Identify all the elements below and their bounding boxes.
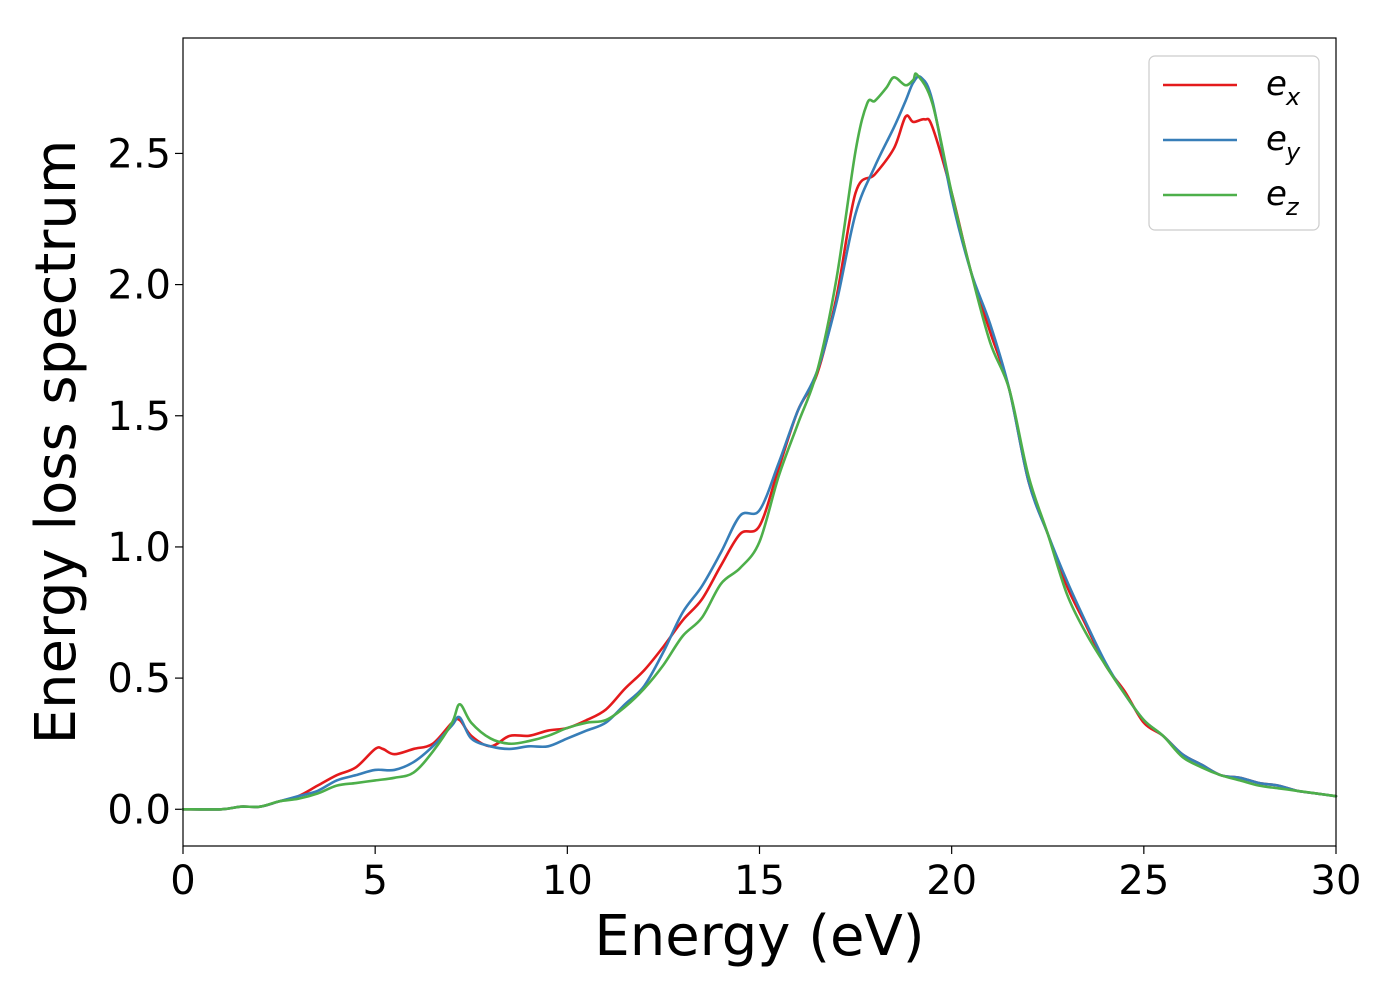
y-tick-label: 0.0	[107, 787, 171, 833]
series-line-z	[181, 72, 1338, 811]
x-tick-label: 10	[542, 858, 593, 904]
legend: e xe ye z	[1148, 55, 1320, 231]
legend-label-z: e	[1266, 174, 1287, 214]
x-tick-label: 25	[1118, 858, 1169, 904]
legend-subscript-y: y	[1285, 138, 1301, 166]
ticks-layer: 0 5 10 15 20 25 30 0.0 0.5 1.0 1.5 2.0 2.5	[107, 131, 1361, 904]
x-tick-label: 15	[734, 858, 785, 904]
x-axis-label: Energy (eV)	[594, 904, 924, 969]
y-tick-label: 2.5	[107, 131, 171, 177]
y-tick-label: 1.5	[107, 394, 171, 440]
y-tick-label: 1.0	[107, 525, 171, 571]
plot-area-frame	[182, 37, 1337, 847]
x-tick-label: 5	[362, 858, 387, 904]
legend-subscript-z: z	[1285, 193, 1300, 221]
legend-box	[1148, 55, 1320, 231]
series-layer	[181, 72, 1338, 811]
y-tick-label: 0.5	[107, 656, 171, 702]
legend-subscript-x: x	[1285, 83, 1301, 111]
y-tick-label: 2.0	[107, 263, 171, 309]
x-tick-label: 20	[926, 858, 977, 904]
y-axis-label: Energy loss spectrum	[24, 140, 89, 745]
x-tick-label: 30	[1311, 858, 1362, 904]
x-tick-label: 0	[170, 858, 195, 904]
legend-label-y: e	[1266, 119, 1287, 159]
legend-label-x: e	[1266, 64, 1287, 104]
